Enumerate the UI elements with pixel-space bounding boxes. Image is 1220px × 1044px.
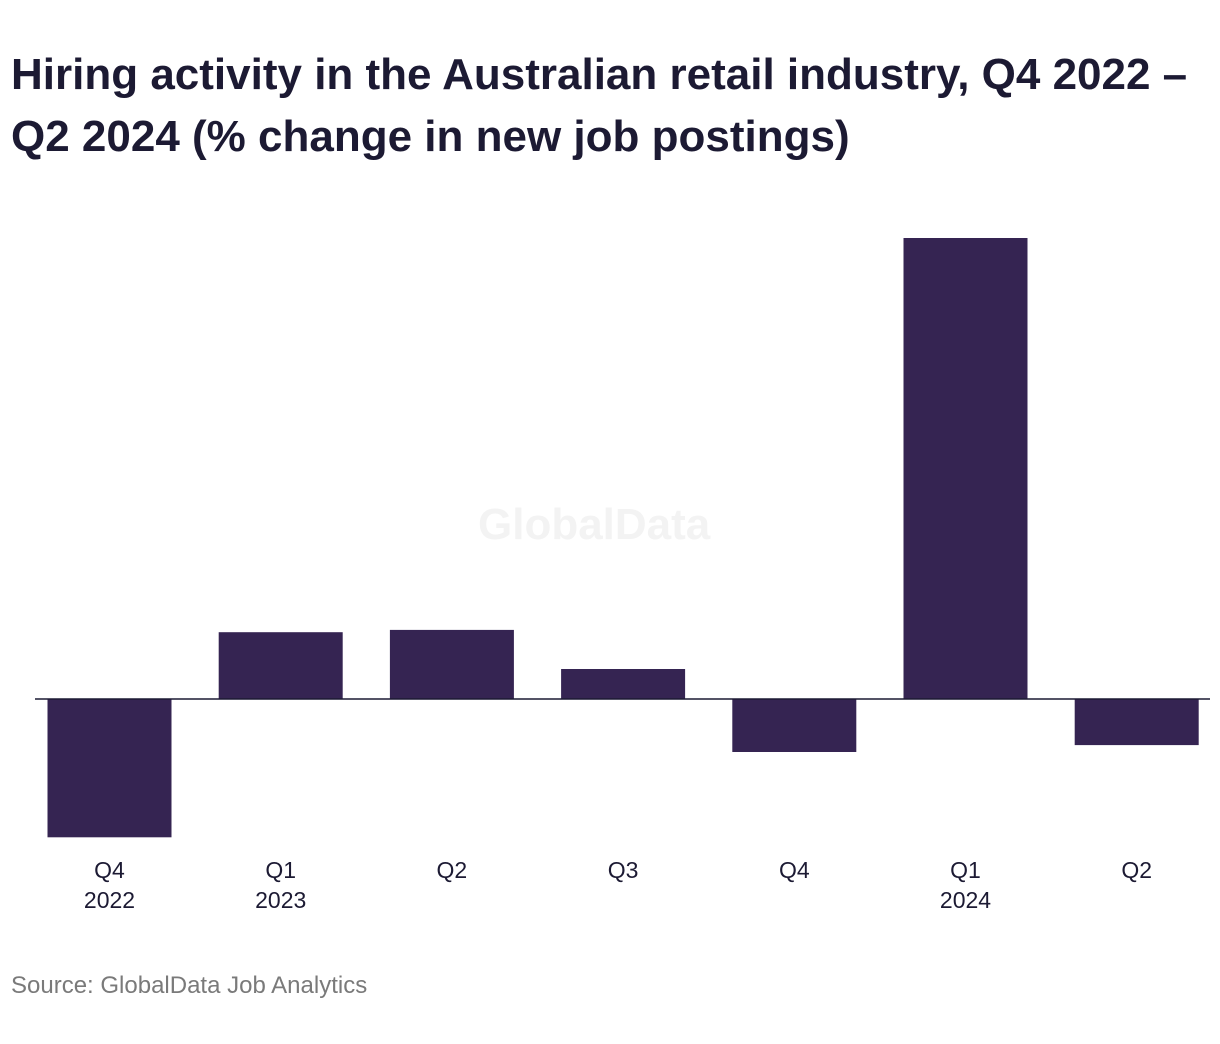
x-tick-year-label: 2022 <box>84 887 135 913</box>
x-tick-label: Q2 <box>437 857 468 883</box>
x-tick-label: Q3 <box>608 857 639 883</box>
source-note: Source: GlobalData Job Analytics <box>11 972 368 999</box>
bar-q1-5 <box>903 238 1028 699</box>
x-tick-label: Q4 <box>779 857 810 883</box>
bar-q4-0 <box>47 699 172 838</box>
chart-title: Hiring activity in the Australian retail… <box>11 50 1188 161</box>
x-tick-label: Q2 <box>1121 857 1152 883</box>
x-tick-label: Q1 <box>265 857 296 883</box>
bar-q3-3 <box>561 669 686 699</box>
x-tick-year-label: 2024 <box>940 887 991 913</box>
bar-q2-2 <box>389 629 514 699</box>
x-tick-label: Q1 <box>950 857 981 883</box>
watermark: GlobalData <box>478 500 711 549</box>
bar-q1-1 <box>218 632 343 699</box>
x-tick-year-label: 2023 <box>255 887 306 913</box>
x-tick-label: Q4 <box>94 857 125 883</box>
bar-q2-6 <box>1074 699 1199 746</box>
bar-q4-4 <box>732 699 857 752</box>
